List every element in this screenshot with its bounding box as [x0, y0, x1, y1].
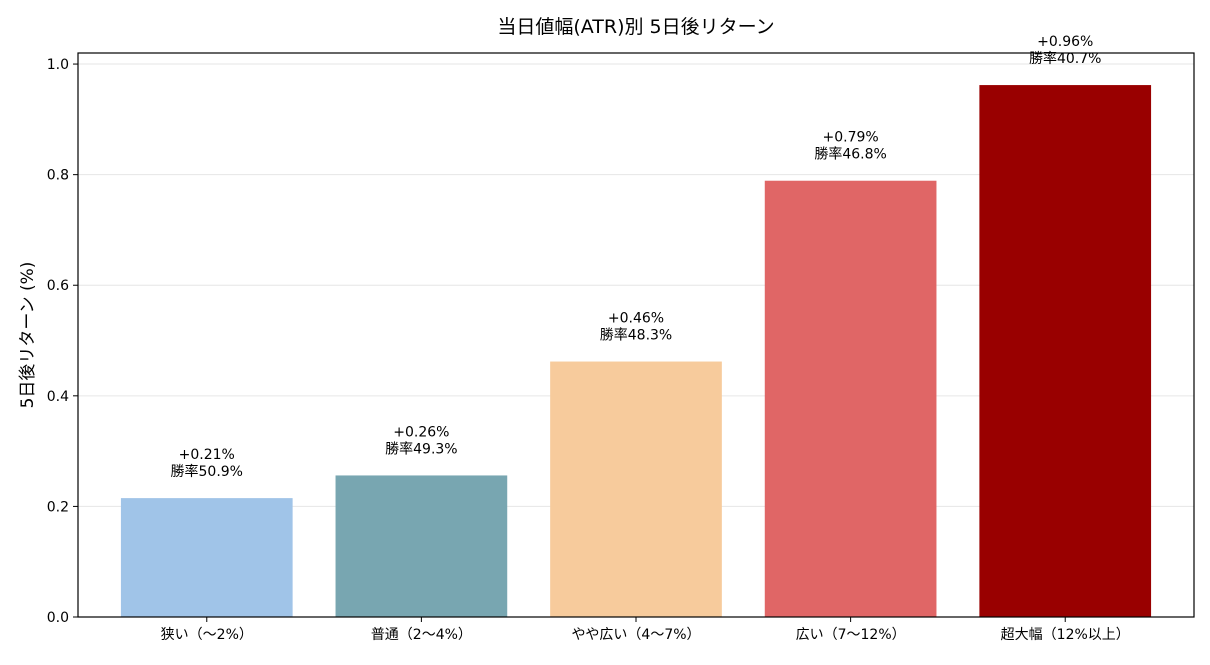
x-tick-label: 広い（7〜12%） [796, 627, 906, 643]
data-label-return: +0.46% [608, 311, 664, 327]
y-axis-label: 5日後リターン (%) [18, 262, 38, 409]
data-label-return: +0.96% [1037, 34, 1093, 50]
x-axis-ticks: 狭い（〜2%） 普通（2〜4%） やや広い（4〜7%） 広い（7〜12%） 超大幅（12… [161, 617, 1130, 643]
y-tick-label: 0.4 [47, 389, 69, 405]
x-tick-label: 超大幅（12%以上） [1001, 627, 1130, 643]
data-label-win-rate: 勝率49.3% [385, 440, 457, 457]
data-label-win-rate: 勝率40.7% [1029, 50, 1101, 67]
bar [764, 180, 937, 617]
y-axis-ticks: 0.0 0.2 0.4 0.6 0.8 1.0 [47, 57, 78, 626]
data-labels: +0.21%勝率50.9% +0.26%勝率49.3% +0.46%勝率48.3% +… [171, 34, 1102, 480]
chart-title: 当日値幅(ATR)別 5日後リターン [497, 16, 774, 38]
data-label-return: +0.79% [823, 130, 879, 146]
y-tick-label: 1.0 [47, 57, 69, 73]
bars [120, 85, 1152, 618]
bar [550, 361, 722, 617]
y-tick-label: 0.6 [47, 278, 69, 294]
data-label-return: +0.21% [179, 447, 235, 463]
data-label-win-rate: 勝率46.8% [814, 146, 886, 163]
x-tick-label: 狭い（〜2%） [161, 627, 253, 643]
x-tick-label: 普通（2〜4%） [371, 627, 472, 643]
x-tick-label: やや広い（4〜7%） [571, 627, 700, 643]
bar [120, 498, 293, 617]
y-tick-label: 0.2 [47, 499, 69, 515]
bar [335, 475, 508, 617]
data-label-win-rate: 勝率48.3% [600, 327, 672, 344]
data-label-return: +0.26% [393, 424, 449, 440]
bar [979, 85, 1152, 618]
y-tick-label: 0.0 [47, 610, 69, 626]
y-tick-label: 0.8 [47, 168, 69, 184]
data-label-win-rate: 勝率50.9% [171, 463, 243, 480]
